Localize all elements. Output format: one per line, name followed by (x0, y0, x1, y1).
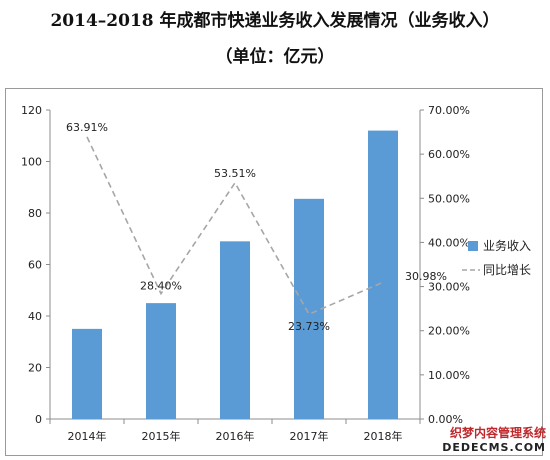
y-left-tick-label: 80 (28, 207, 42, 220)
x-tick-label: 2015年 (142, 429, 181, 443)
watermark-domain: DEDECMS.COM (442, 441, 546, 454)
bar (72, 328, 102, 419)
legend-swatch-bar (468, 241, 478, 251)
y-right-tick-label: 30.00% (428, 281, 470, 294)
y-left-tick-label: 40 (28, 310, 42, 323)
bar (146, 303, 176, 419)
y-left-tick-label: 20 (28, 362, 42, 375)
y-left-tick-label: 0 (35, 413, 42, 426)
y-right-tick-label: 0.00% (428, 413, 463, 426)
bar (294, 198, 324, 419)
y-right-tick-label: 10.00% (428, 369, 470, 382)
legend-label-revenue: 业务收入 (483, 238, 531, 253)
chart-frame (5, 88, 543, 456)
data-label: 53.51% (214, 167, 256, 180)
chart-title: 2014–2018 年成都市快递业务收入发展情况（业务收入） (50, 11, 500, 31)
x-tick-label: 2014年 (68, 429, 107, 443)
y-right-tick-label: 50.00% (428, 192, 470, 205)
x-tick-label: 2016年 (216, 429, 255, 443)
bar (368, 130, 398, 419)
y-right-tick-label: 20.00% (428, 325, 470, 338)
growth-line (86, 136, 384, 316)
chart-subtitle: （单位：亿元） (215, 47, 335, 67)
y-left-tick-label: 120 (21, 104, 42, 117)
watermark-text: 织梦内容管理系统 (449, 426, 546, 440)
y-left-tick-label: 60 (28, 259, 42, 272)
y-right-tick-label: 60.00% (428, 148, 470, 161)
x-tick-label: 2018年 (364, 429, 403, 443)
bar (220, 241, 250, 419)
x-tick-label: 2017年 (290, 429, 329, 443)
data-label: 28.40% (140, 280, 182, 293)
legend-label-growth: 同比增长 (483, 263, 531, 277)
data-label: 23.73% (288, 320, 330, 333)
data-label: 30.98% (405, 270, 447, 283)
data-label: 63.91% (66, 121, 108, 134)
y-right-tick-label: 40.00% (428, 236, 470, 249)
y-right-tick-label: 70.00% (428, 104, 470, 117)
y-left-tick-label: 100 (21, 156, 42, 169)
